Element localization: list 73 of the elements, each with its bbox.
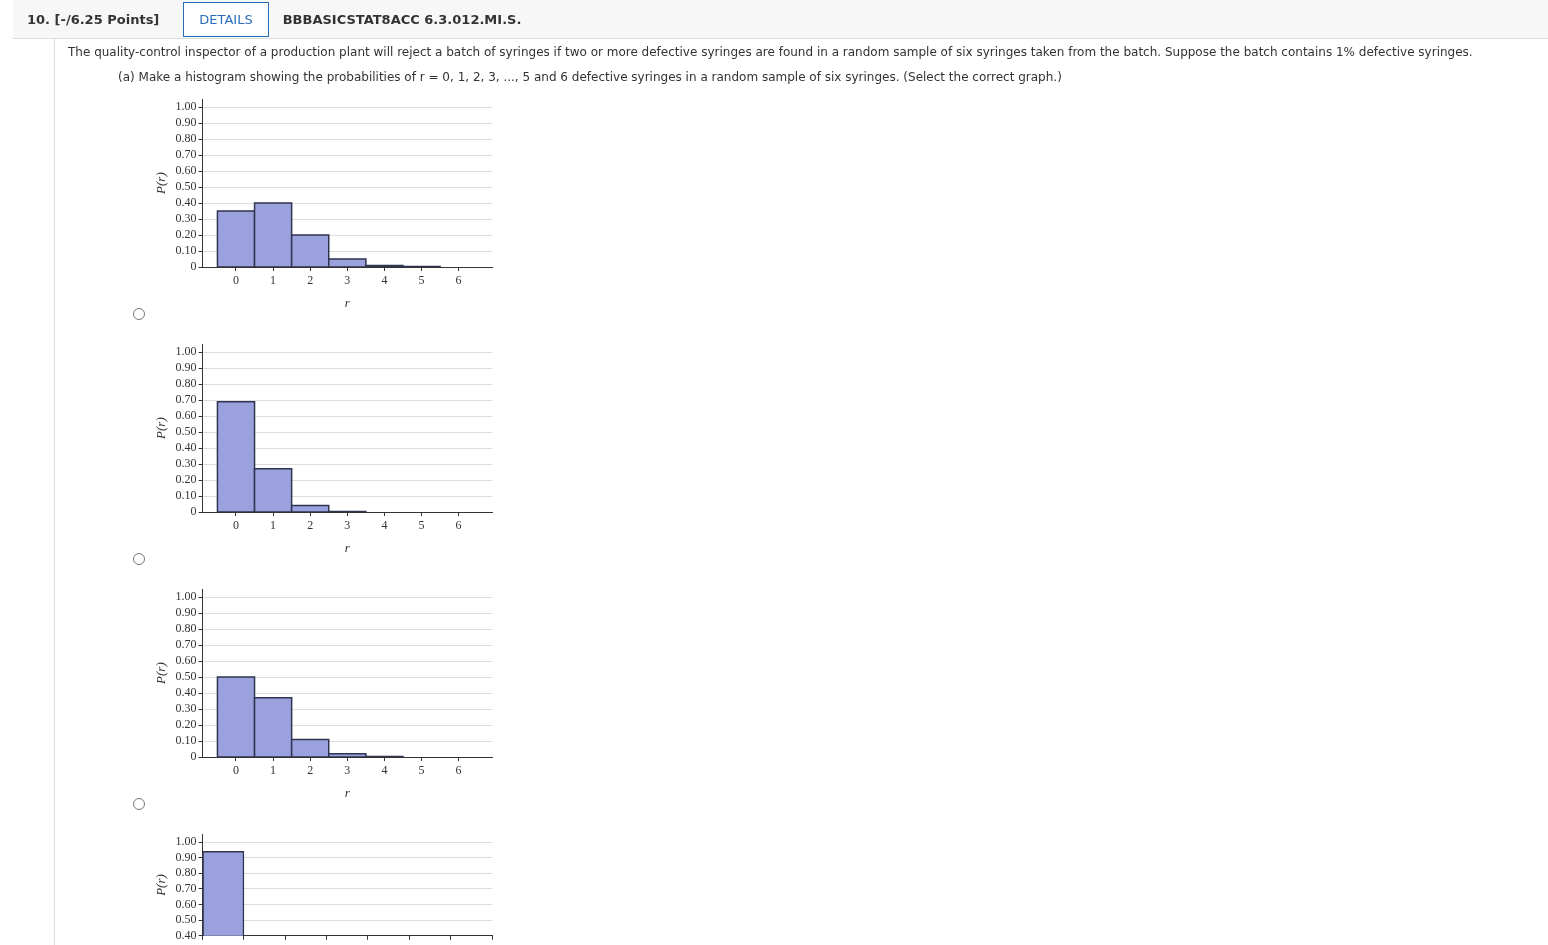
x-tick-label: 2 xyxy=(307,273,314,288)
text: 10. [-/6.25 Points] xyxy=(27,11,160,27)
x-tick-label: 4 xyxy=(381,518,388,533)
y-tick-label: 0.50 xyxy=(175,912,197,927)
y-axis-title: P(r) xyxy=(153,172,169,195)
x-tick-label: 5 xyxy=(418,763,425,778)
x-tick-label: 0 xyxy=(232,763,239,778)
x-tick-label: 4 xyxy=(381,763,388,778)
text: The quality-control inspector of a production plant will reject a batch of syringes if two or more defective syringes are found in a random sample of six syringes taken from the batch. Suppose the batch contains 1% defective syringes. xyxy=(68,45,1473,59)
x-tick-label: 2 xyxy=(307,763,314,778)
x-tick-label: 4 xyxy=(381,273,388,288)
y-tick-label: 1.00 xyxy=(175,589,197,604)
y-tick-label: 0.20 xyxy=(175,717,197,732)
y-tick-label: 1.00 xyxy=(175,834,197,849)
y-tick-label: 0.40 xyxy=(175,927,197,942)
y-tick-label: 0.80 xyxy=(175,621,197,636)
x-tick-label: 3 xyxy=(344,763,351,778)
y-tick-label: 0.80 xyxy=(175,865,197,880)
y-tick-label: 0.90 xyxy=(175,605,197,620)
y-tick-label: 0.70 xyxy=(175,637,197,652)
y-tick-label: 0.60 xyxy=(175,653,197,668)
x-tick-label: 0 xyxy=(232,518,239,533)
y-tick-label: 0.10 xyxy=(175,733,197,748)
y-tick-label: 0.20 xyxy=(175,472,197,487)
y-tick-label: 0.70 xyxy=(175,147,197,162)
y-tick-label: 0 xyxy=(190,504,197,519)
x-tick-label: 3 xyxy=(344,518,351,533)
y-tick-label: 0.30 xyxy=(175,456,197,471)
y-tick-label: 0.90 xyxy=(175,849,197,864)
x-tick-label: 0 xyxy=(232,273,239,288)
y-tick-label: 0.60 xyxy=(175,408,197,423)
x-tick-label: 1 xyxy=(270,763,277,778)
y-tick-label: 0.30 xyxy=(175,701,197,716)
x-tick-label: 5 xyxy=(418,273,425,288)
y-tick-label: 0 xyxy=(190,259,197,274)
x-tick-label: 1 xyxy=(270,273,277,288)
y-tick-label: 0.50 xyxy=(175,669,197,684)
y-tick-label: 0.40 xyxy=(175,685,197,700)
y-tick-label: 0.80 xyxy=(175,376,197,391)
x-tick-label: 5 xyxy=(418,518,425,533)
y-tick-label: 0.60 xyxy=(175,896,197,911)
y-tick-label: 1.00 xyxy=(175,99,197,114)
y-axis-title: P(r) xyxy=(153,874,169,897)
y-tick-label: 0.70 xyxy=(175,881,197,896)
y-tick-label: 0 xyxy=(190,749,197,764)
y-tick-label: 0.30 xyxy=(175,211,197,226)
x-axis-title: r xyxy=(344,784,351,800)
x-tick-label: 2 xyxy=(307,518,314,533)
y-tick-label: 0.60 xyxy=(175,163,197,178)
text: BBBASICSTAT8ACC 6.3.012.MI.S. xyxy=(282,11,522,27)
y-tick-label: 0.90 xyxy=(175,115,197,130)
y-tick-label: 0.50 xyxy=(175,424,197,439)
x-axis-title: r xyxy=(344,539,351,555)
text: DETAILS xyxy=(183,1,269,37)
y-tick-label: 0.80 xyxy=(175,131,197,146)
y-tick-label: 0.20 xyxy=(175,227,197,242)
y-tick-label: 1.00 xyxy=(175,344,197,359)
y-axis-title: P(r) xyxy=(153,662,169,685)
y-tick-label: 0.50 xyxy=(175,179,197,194)
x-tick-label: 6 xyxy=(455,763,462,778)
x-axis-title: r xyxy=(344,294,351,310)
x-tick-label: 3 xyxy=(344,273,351,288)
y-tick-label: 0.10 xyxy=(175,488,197,503)
text: (a) Make a histogram showing the probabilities of r = 0, 1, 2, 3, ..., 5 and 6 defective syringes in a random sample of six syringes. (Select the correct graph.) xyxy=(118,70,1062,84)
y-tick-label: 0.70 xyxy=(175,392,197,407)
y-tick-label: 0.40 xyxy=(175,440,197,455)
x-tick-label: 1 xyxy=(270,518,277,533)
x-tick-label: 6 xyxy=(455,273,462,288)
y-tick-label: 0.10 xyxy=(175,243,197,258)
y-tick-label: 0.90 xyxy=(175,360,197,375)
y-axis-title: P(r) xyxy=(153,417,169,440)
x-tick-label: 6 xyxy=(455,518,462,533)
y-tick-label: 0.40 xyxy=(175,195,197,210)
